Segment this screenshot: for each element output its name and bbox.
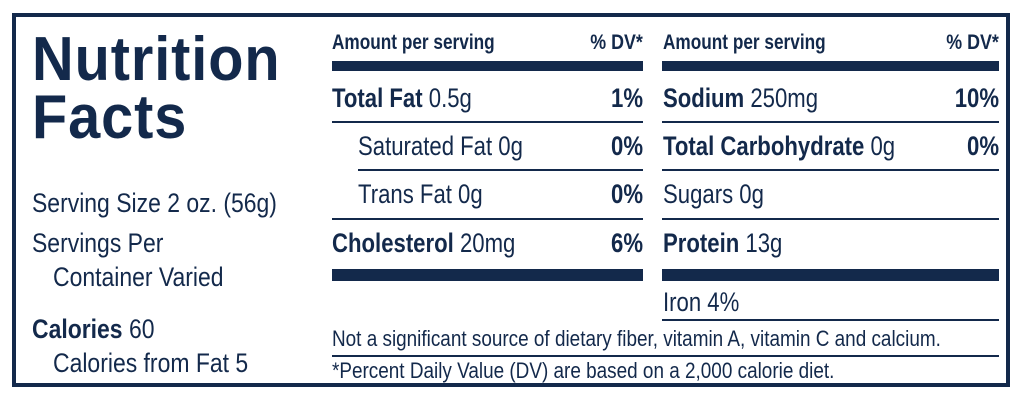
left-header-dv: % DV* (590, 31, 643, 54)
footnote-dv: *Percent Daily Value (DV) are based on a… (332, 358, 835, 383)
serving-size: Serving Size 2 oz. (56g) (32, 188, 277, 218)
right-row-divider (662, 169, 999, 171)
left-row-divider (332, 121, 643, 123)
right-header-rule (662, 61, 999, 71)
left-row-total-fat: Total Fat 0.5g (332, 83, 472, 113)
calories-label: Calories (32, 314, 123, 344)
iron-divider (662, 319, 999, 321)
left-row-saturated-fat: Saturated Fat 0g (358, 131, 523, 161)
left-row-divider (332, 218, 643, 220)
servings-per-line-1: Servings Per (32, 228, 164, 258)
right-row-divider (662, 218, 999, 220)
left-row-trans-fat-dv: 0% (610, 179, 643, 209)
left-header-amount: Amount per serving (332, 31, 495, 54)
right-row-divider (662, 121, 999, 123)
left-row-trans-fat: Trans Fat 0g (358, 179, 483, 209)
servings-per-line-2: Container Varied (53, 262, 224, 292)
right-row-iron: Iron 4% (663, 287, 740, 317)
calories-value: 60 (128, 314, 155, 344)
left-bottom-rule (332, 269, 643, 281)
calories-from-fat: Calories from Fat 5 (53, 348, 249, 378)
right-header-amount: Amount per serving (663, 31, 826, 54)
title-line-1: Nutrition (32, 25, 281, 94)
right-bottom-rule (662, 269, 999, 281)
right-row-protein: Protein 13g (663, 228, 783, 258)
left-row-saturated-fat-dv: 0% (610, 131, 643, 161)
footnote-not-significant: Not a significant source of dietary fibe… (332, 326, 941, 351)
right-row-sodium-dv: 10% (954, 83, 999, 113)
right-row-sodium: Sodium 250mg (663, 83, 819, 113)
calories-line: Calories 60 (32, 314, 176, 344)
right-row-total-carbohydrate: Total Carbohydrate 0g (663, 131, 896, 161)
footnote-divider (332, 355, 999, 357)
right-header-dv: % DV* (946, 31, 999, 54)
left-row-cholesterol-dv: 6% (610, 228, 643, 258)
nutrition-facts-panel: Nutrition Facts Serving Size 2 oz. (56g)… (12, 13, 1010, 387)
title-line-2: Facts (32, 83, 188, 152)
right-row-total-carbohydrate-dv: 0% (966, 131, 999, 161)
left-row-divider (358, 169, 643, 171)
left-header-rule (332, 61, 643, 71)
left-row-total-fat-dv: 1% (610, 83, 643, 113)
left-row-cholesterol: Cholesterol 20mg (332, 228, 516, 258)
right-row-sugars: Sugars 0g (663, 179, 764, 209)
